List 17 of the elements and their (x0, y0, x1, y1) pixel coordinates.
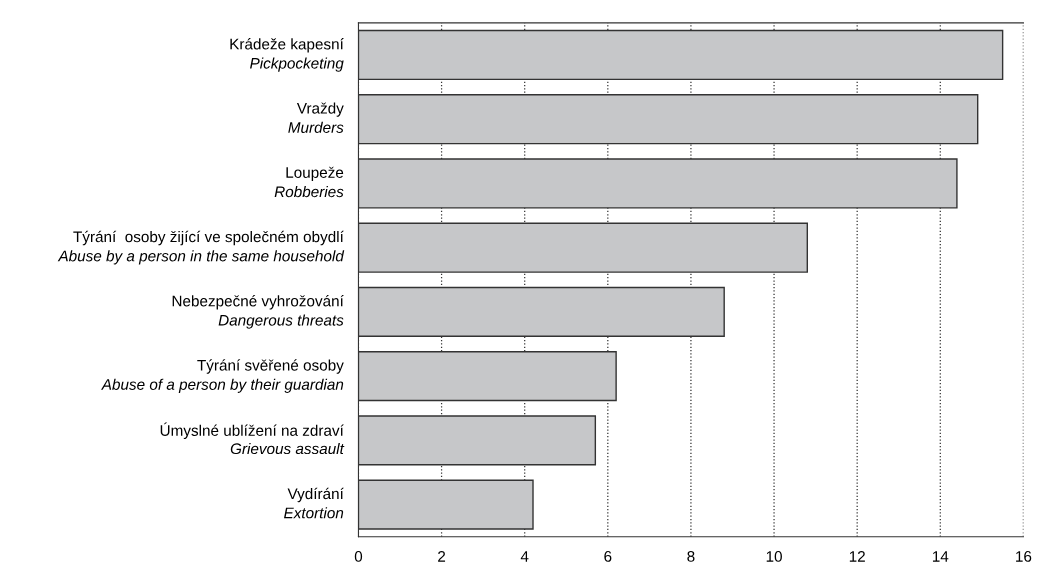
y-tick-label: Týrání osoby žijící ve společném obydlí Abuse by a person in the same household (57, 230, 345, 265)
x-tick-label: 2 (438, 551, 446, 562)
x-tick-label: 6 (604, 551, 612, 562)
x-tick-label: 16 (1016, 551, 1032, 562)
y-tick-label: Loupeže Robberies (274, 166, 344, 198)
y-tick-label: Úmyslné ublížení na zdraví Grievous assault (160, 422, 345, 455)
y-tick-label: Týrání svěřené osoby Abuse of a person by their guardian (101, 359, 344, 393)
y-tick-label: Vraždy Murders (288, 102, 344, 133)
x-tick-label: 10 (766, 551, 782, 562)
y-tick-label: Krádeže kapesní Pickpocketing (230, 38, 344, 72)
x-tick-label: 0 (354, 551, 363, 562)
y-tick-label: Nebezpečné vyhrožování Dangerous threats (172, 295, 344, 329)
x-tick-label: 14 (932, 551, 949, 562)
x-tick-label: 12 (849, 551, 865, 562)
x-tick-label: 4 (520, 551, 529, 562)
x-tick-label: 8 (687, 551, 695, 562)
y-tick-label: Vydírání Extortion (284, 487, 344, 519)
